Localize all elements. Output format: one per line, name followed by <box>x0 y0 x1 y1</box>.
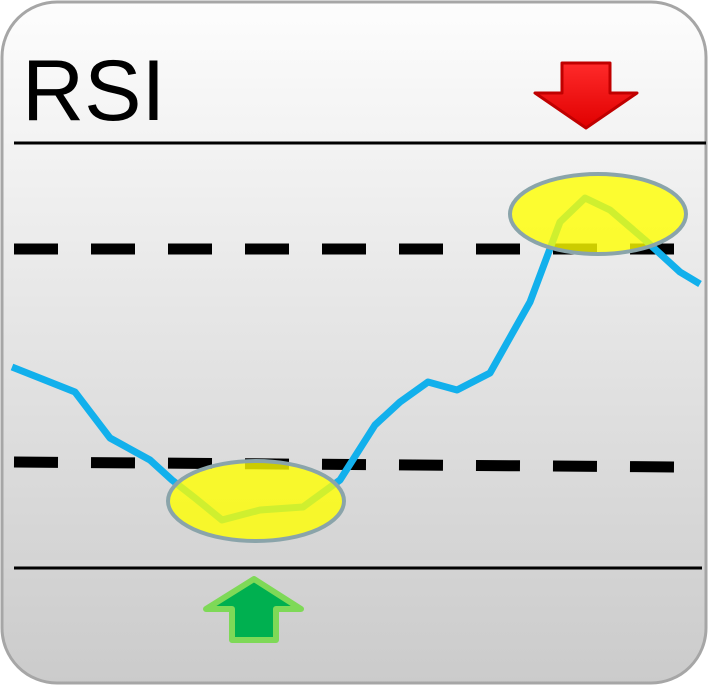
title: RSI <box>22 43 165 139</box>
sell-signal-arrow-down-icon <box>533 61 639 130</box>
buy-signal-arrow-up-icon <box>203 576 304 643</box>
oversold-highlight <box>166 459 346 543</box>
overbought-highlight <box>508 172 688 256</box>
